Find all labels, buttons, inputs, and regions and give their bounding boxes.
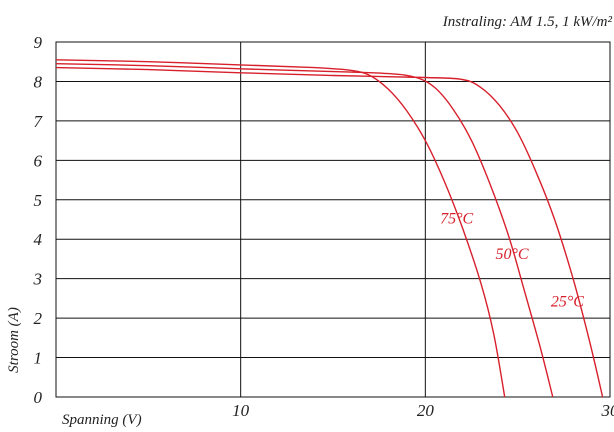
y-tick-label: 0 bbox=[34, 388, 43, 407]
y-tick-label: 8 bbox=[34, 72, 43, 91]
series-line bbox=[55, 63, 554, 398]
x-tick-label: 10 bbox=[232, 401, 250, 420]
series-line bbox=[55, 66, 604, 398]
tick-labels: 0 1 2 3 4 5 6 7 8 9 10 20 30 bbox=[33, 33, 614, 420]
y-tick-label: 1 bbox=[34, 349, 43, 368]
plot-frame bbox=[55, 41, 611, 398]
y-tick-label: 5 bbox=[34, 191, 43, 210]
y-tick-label: 6 bbox=[34, 151, 43, 170]
series-label: 75°C bbox=[440, 210, 473, 227]
chart-title: Instraling: AM 1.5, 1 kW/m² bbox=[442, 14, 613, 30]
x-tick-label: 30 bbox=[601, 401, 614, 420]
series-lines bbox=[55, 59, 604, 398]
y-tick-label: 7 bbox=[34, 112, 44, 131]
x-tick-label: 20 bbox=[417, 401, 435, 420]
y-tick-label: 2 bbox=[34, 309, 43, 328]
y-tick-label: 4 bbox=[34, 230, 43, 249]
series-label: 25°C bbox=[551, 293, 584, 310]
series-label: 50°C bbox=[496, 246, 529, 263]
series-line bbox=[55, 59, 506, 398]
y-axis-label: Stroom (A) bbox=[6, 307, 22, 373]
x-axis-label: Spanning (V) bbox=[62, 412, 142, 428]
y-tick-label: 9 bbox=[34, 33, 43, 52]
grid-lines bbox=[55, 41, 611, 398]
y-tick-label: 3 bbox=[33, 270, 43, 289]
series-labels: 75°C 50°C 25°C bbox=[440, 210, 584, 310]
